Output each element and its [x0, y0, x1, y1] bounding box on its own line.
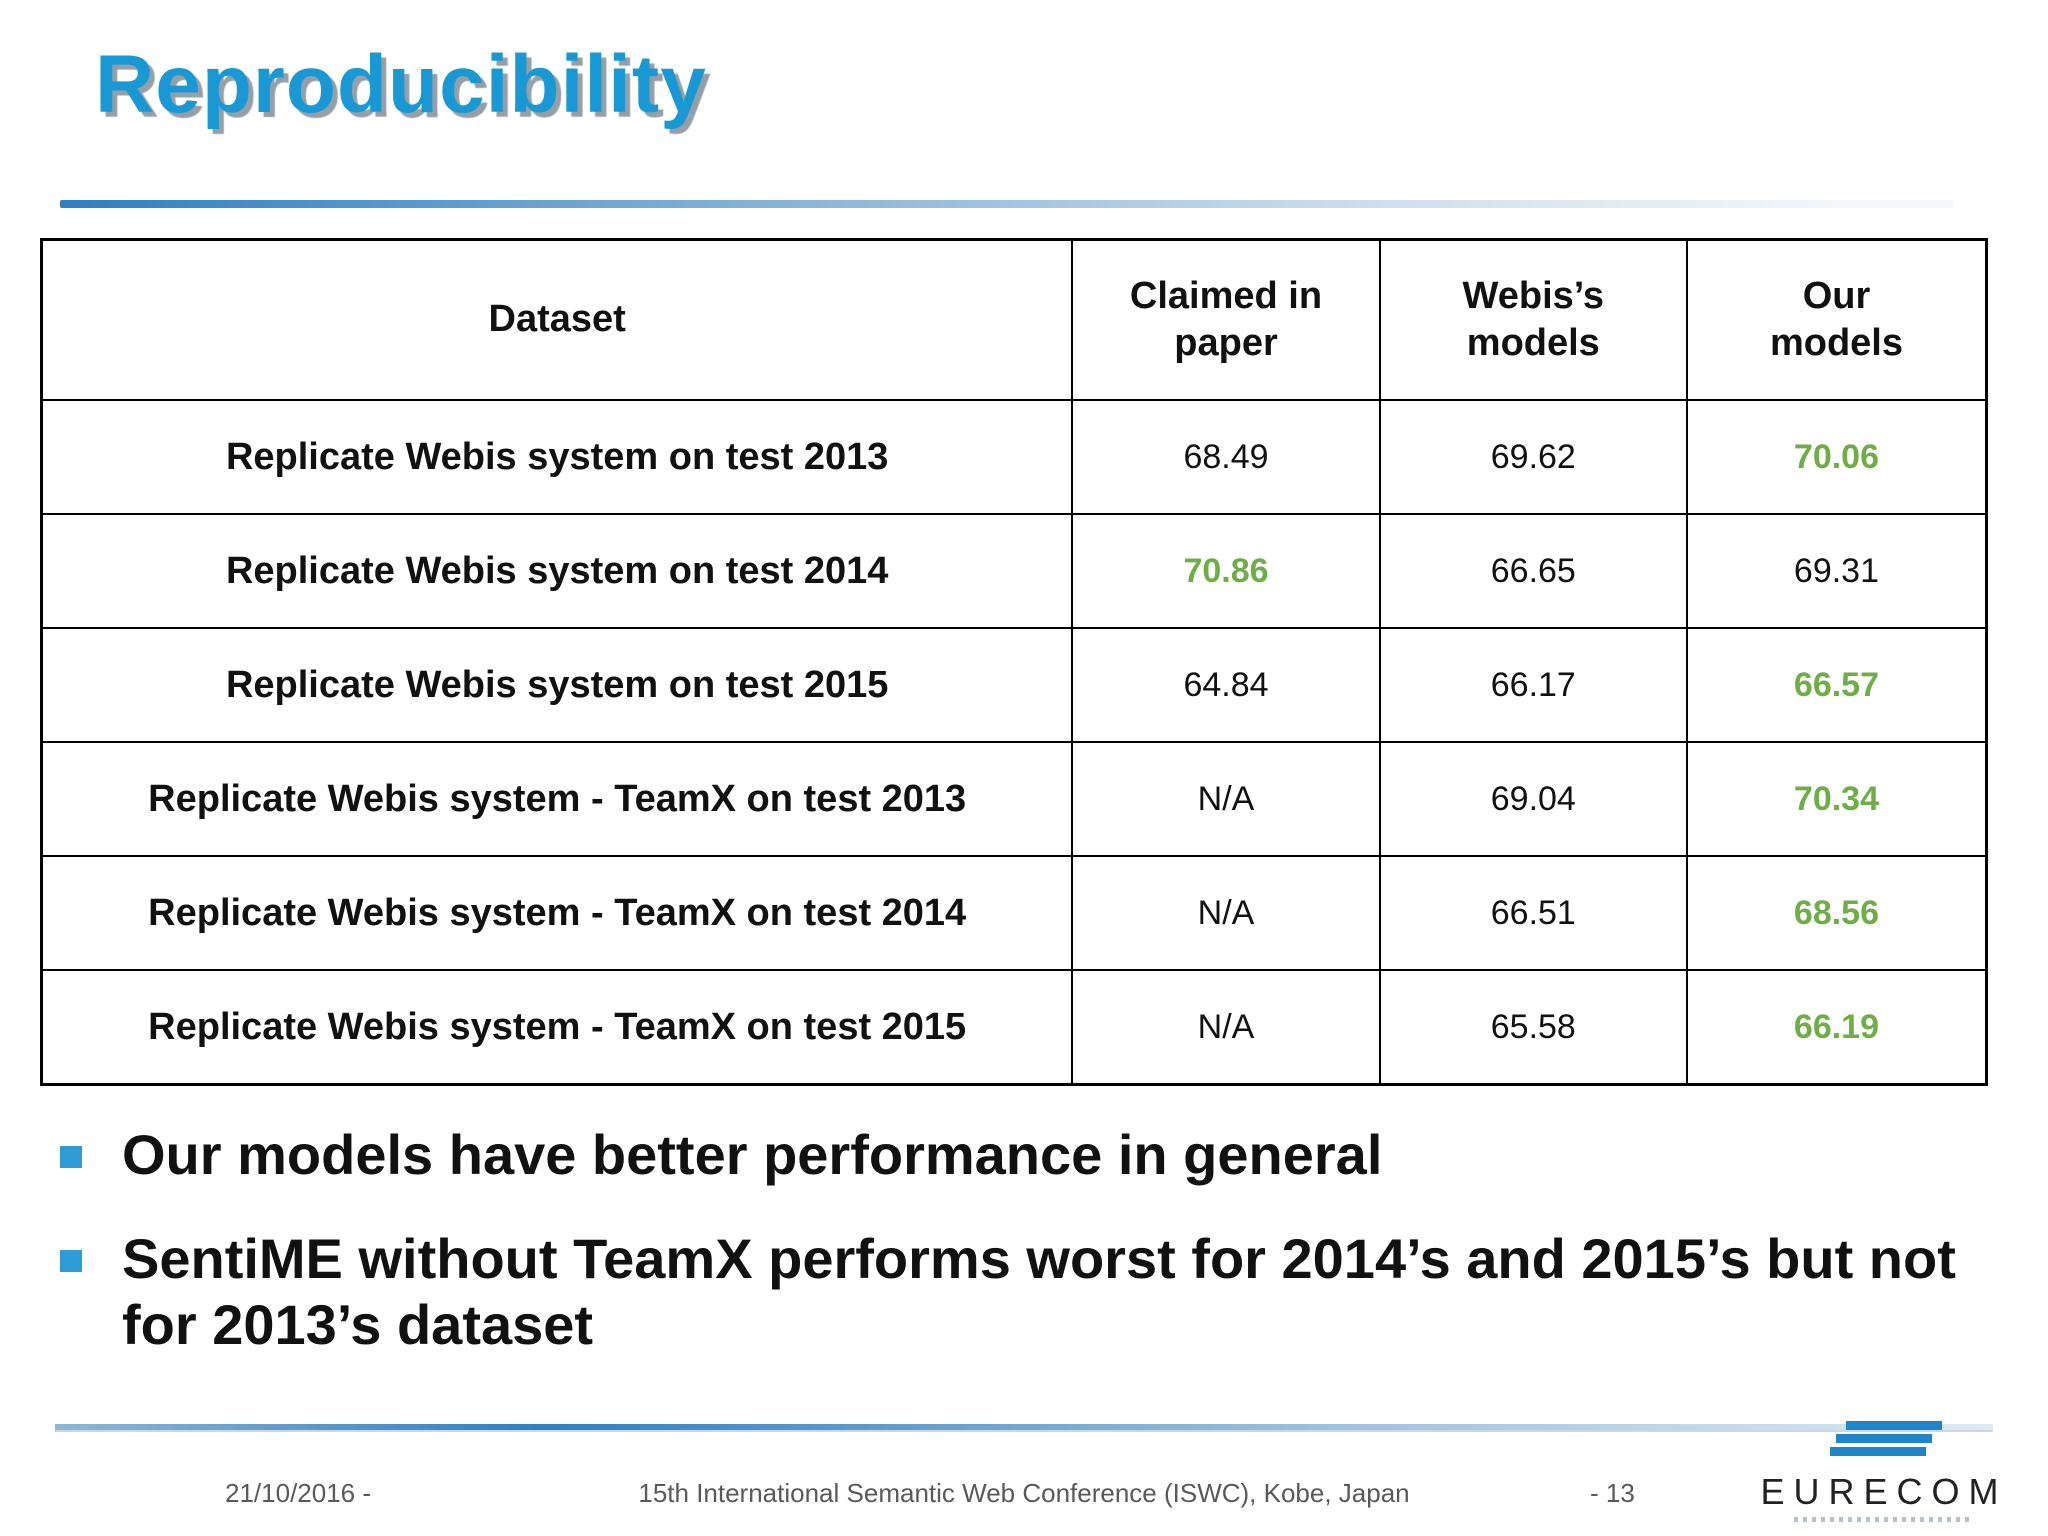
dataset-name: Replicate Webis system - TeamX on test 2…: [40, 741, 1074, 857]
dataset-name: Replicate Webis system on test 2014: [40, 513, 1074, 629]
bullet-text: Our models have better performance in ge…: [122, 1123, 1383, 1186]
bullet-item: SentiME without TeamX performs worst for…: [60, 1226, 1993, 1358]
claimed-value: 64.84: [1071, 627, 1381, 743]
webis-value: 66.17: [1378, 627, 1688, 743]
col-header-dataset: Dataset: [40, 238, 1074, 401]
claimed-value: N/A: [1071, 741, 1381, 857]
table-row: Replicate Webis system - TeamX on test 2…: [40, 855, 1988, 971]
table-header-row: Dataset Claimed in paper Webis’s models …: [40, 238, 1988, 401]
eurecom-logo-text: EURECOM: [1760, 1471, 2008, 1512]
our-value: 70.06: [1685, 399, 1988, 515]
footer-conference: 15th International Semantic Web Conferen…: [638, 1478, 1410, 1508]
webis-value: 66.51: [1378, 855, 1688, 971]
bullet-text: SentiME without TeamX performs worst for…: [122, 1227, 1956, 1357]
table-row: Replicate Webis system - TeamX on test 2…: [40, 741, 1988, 857]
eurecom-logo-icon: [1830, 1417, 1942, 1460]
table-row: Replicate Webis system on test 2013 68.4…: [40, 399, 1988, 515]
bullet-item: Our models have better performance in ge…: [60, 1122, 1993, 1188]
claimed-value: 68.49: [1071, 399, 1381, 515]
bullet-square-icon: [60, 1250, 82, 1273]
dataset-name: Replicate Webis system - TeamX on test 2…: [40, 969, 1074, 1086]
our-value: 66.57: [1685, 627, 1988, 743]
col-header-webis: Webis’s models: [1378, 238, 1688, 401]
results-table: Dataset Claimed in paper Webis’s models …: [40, 238, 1988, 1086]
dataset-name: Replicate Webis system on test 2013: [40, 399, 1074, 515]
col-header-claimed: Claimed in paper: [1071, 238, 1381, 401]
claimed-value: 70.86: [1071, 513, 1381, 629]
webis-value: 69.04: [1378, 741, 1688, 857]
footer-page-number: - 13: [1590, 1478, 1635, 1508]
title-divider: [60, 200, 1953, 208]
table-row: Replicate Webis system on test 2014 70.8…: [40, 513, 1988, 629]
bullet-square-icon: [60, 1146, 82, 1168]
claimed-value: N/A: [1071, 969, 1381, 1086]
claimed-value: N/A: [1071, 855, 1381, 971]
footer: 21/10/2016 - 15th International Semantic…: [0, 1478, 2048, 1518]
table-row: Replicate Webis system - TeamX on test 2…: [40, 969, 1988, 1086]
webis-value: 66.65: [1378, 513, 1688, 629]
table-row: Replicate Webis system on test 2015 64.8…: [40, 627, 1988, 743]
our-value: 66.19: [1685, 969, 1988, 1086]
our-value: 69.31: [1685, 513, 1988, 629]
our-value: 68.56: [1685, 855, 1988, 971]
bullet-list: Our models have better performance in ge…: [60, 1122, 1993, 1396]
dataset-name: Replicate Webis system on test 2015: [40, 627, 1074, 743]
webis-value: 65.58: [1378, 969, 1688, 1086]
col-header-our: Our models: [1685, 238, 1988, 401]
eurecom-logo-subtitle: [1794, 1517, 1974, 1522]
webis-value: 69.62: [1378, 399, 1688, 515]
our-value: 70.34: [1685, 741, 1988, 857]
footer-divider: [55, 1424, 1993, 1432]
footer-date: 21/10/2016 -: [225, 1478, 372, 1508]
dataset-name: Replicate Webis system - TeamX on test 2…: [40, 855, 1074, 971]
page-title: Reproducibility: [95, 39, 707, 130]
eurecom-logo: EURECOM: [1754, 1417, 2014, 1522]
